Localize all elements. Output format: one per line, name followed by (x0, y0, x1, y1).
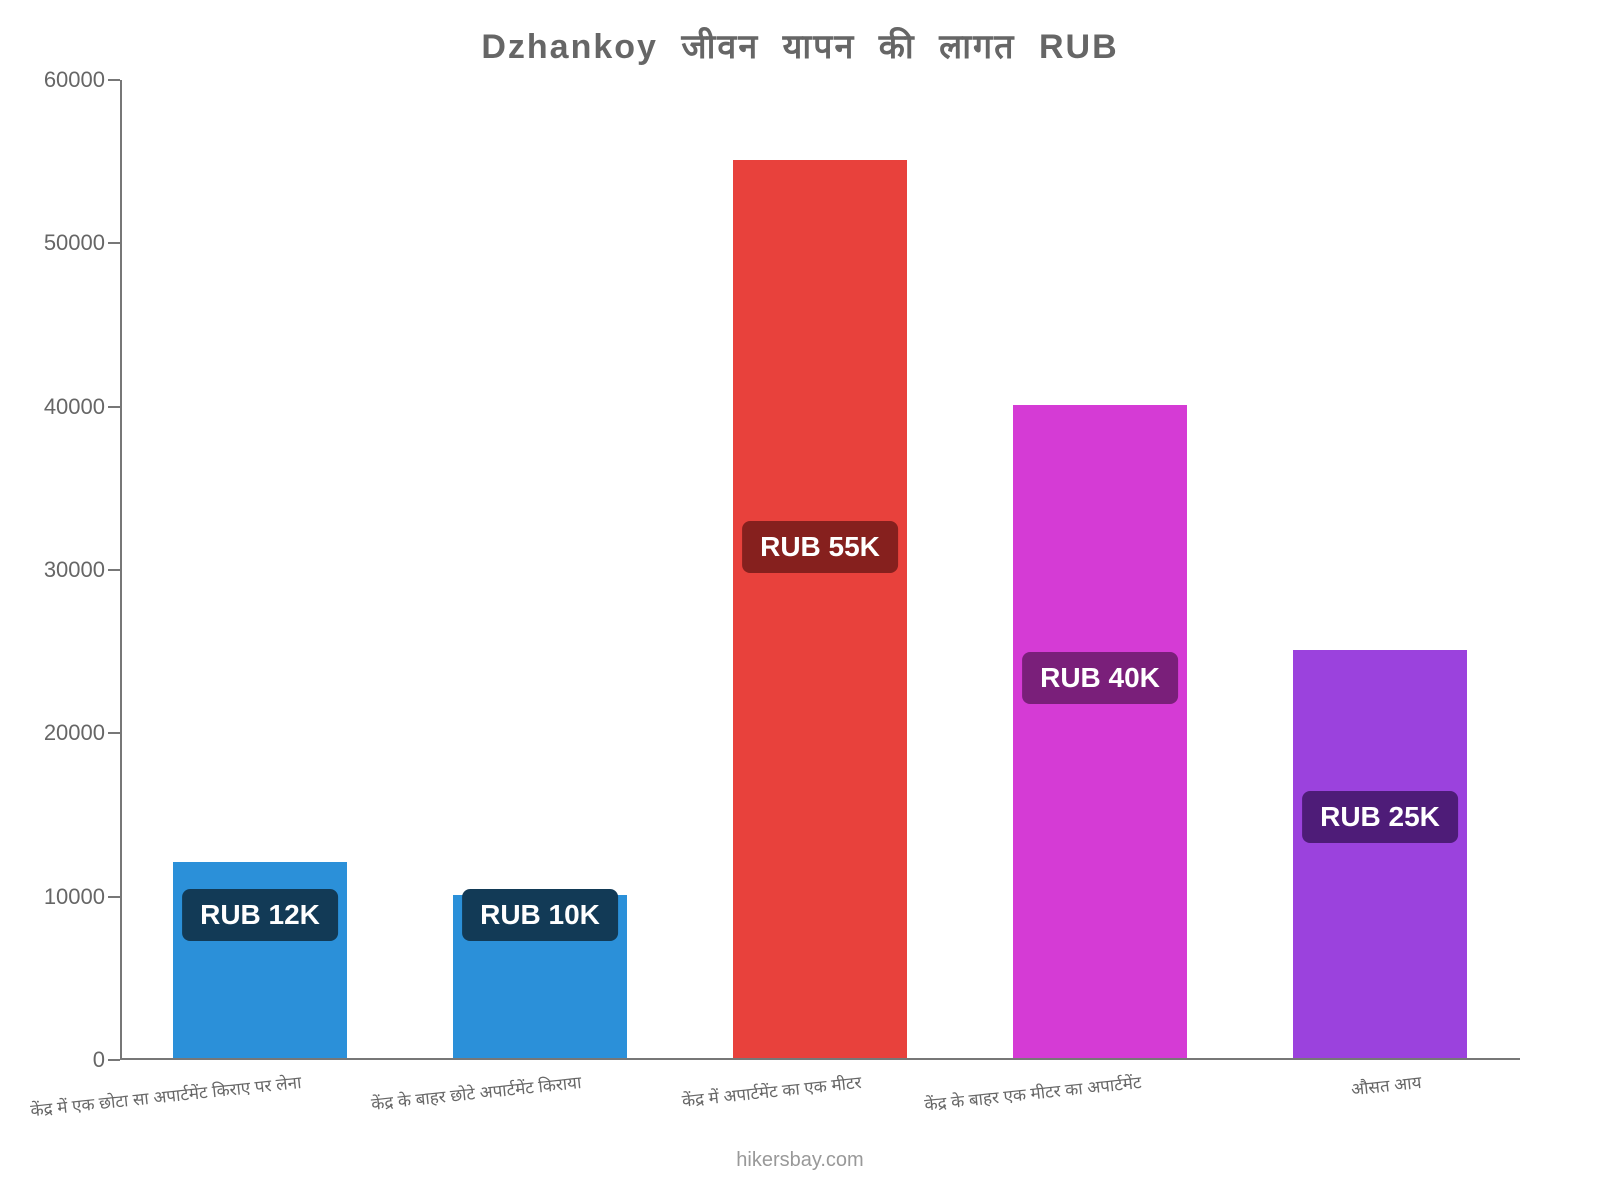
y-tick-label: 10000 (20, 884, 105, 910)
bar (1013, 405, 1187, 1058)
y-tick-label: 0 (20, 1047, 105, 1073)
y-tick (108, 406, 120, 408)
x-tick-label: केंद्र के बाहर छोटे अपार्टमेंट किराया (282, 1070, 583, 1124)
x-axis (120, 1058, 1520, 1060)
attribution-text: hikersbay.com (0, 1149, 1600, 1172)
x-tick-label: केंद्र के बाहर एक मीटर का अपार्टमेंट (842, 1070, 1143, 1124)
plot-area: 0100002000030000400005000060000RUB 12Kके… (120, 80, 1520, 1060)
bar (733, 160, 907, 1058)
y-tick-label: 50000 (20, 230, 105, 256)
x-tick-label: केंद्र में एक छोटा सा अपार्टमेंट किराए प… (2, 1070, 303, 1124)
y-tick (108, 242, 120, 244)
y-tick-label: 30000 (20, 557, 105, 583)
bar-value-label: RUB 55K (742, 521, 898, 573)
y-tick (108, 732, 120, 734)
y-tick-label: 60000 (20, 67, 105, 93)
bar-value-label: RUB 40K (1022, 652, 1178, 704)
y-tick-label: 20000 (20, 720, 105, 746)
y-tick (108, 896, 120, 898)
bar-value-label: RUB 12K (182, 889, 338, 941)
chart-title: Dzhankoy जीवन यापन की लागत RUB (0, 22, 1600, 68)
y-tick (108, 569, 120, 571)
y-tick (108, 79, 120, 81)
chart-container: Dzhankoy जीवन यापन की लागत RUB 010000200… (0, 0, 1600, 1200)
y-tick-label: 40000 (20, 394, 105, 420)
y-axis (120, 80, 122, 1060)
bar-value-label: RUB 25K (1302, 791, 1458, 843)
bar (1293, 650, 1467, 1058)
x-tick-label: केंद्र में अपार्टमेंट का एक मीटर (562, 1070, 863, 1124)
x-tick-label: औसत आय (1122, 1070, 1423, 1124)
bar-value-label: RUB 10K (462, 889, 618, 941)
y-tick (108, 1059, 120, 1061)
